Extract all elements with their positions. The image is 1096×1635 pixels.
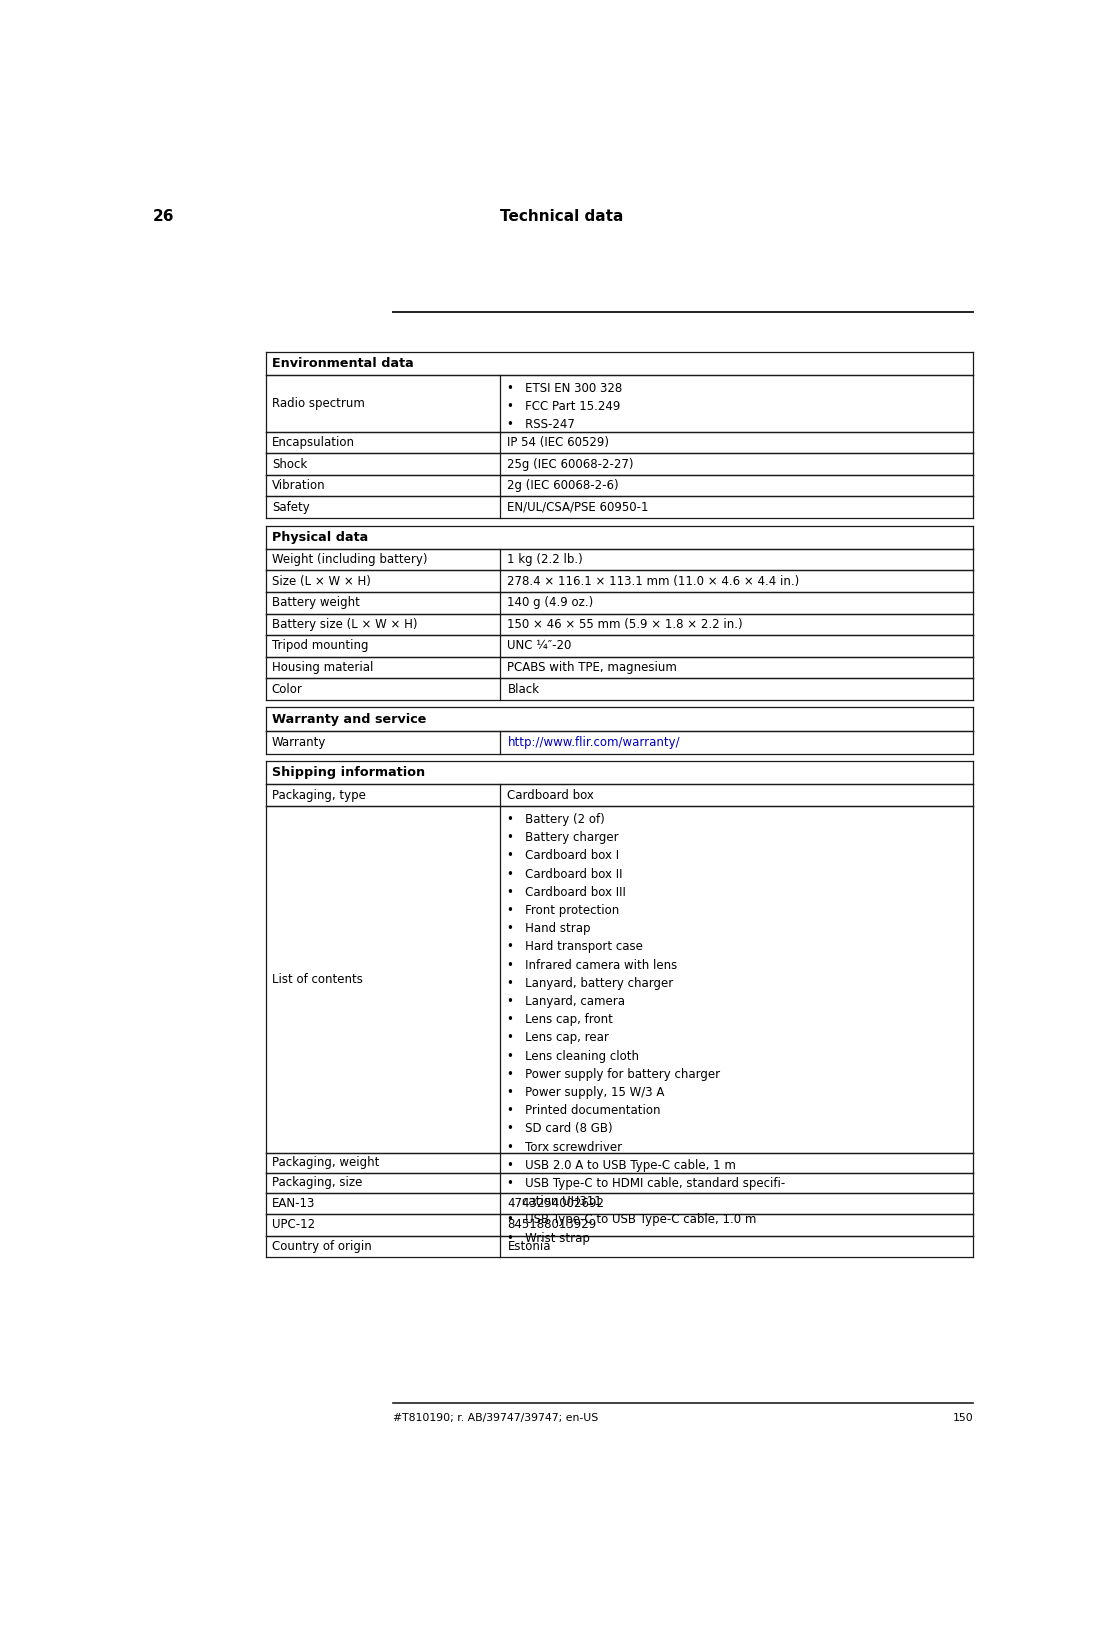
Text: Color: Color — [272, 682, 302, 695]
Text: •   Battery (2 of)
•   Battery charger
•   Cardboard box I
•   Cardboard box II
: • Battery (2 of) • Battery charger • Car… — [507, 813, 786, 1244]
Text: List of contents: List of contents — [272, 973, 363, 986]
Text: Battery weight: Battery weight — [272, 597, 359, 610]
Text: Safety: Safety — [272, 500, 309, 513]
Text: Packaging, weight: Packaging, weight — [272, 1156, 379, 1169]
Text: EAN-13: EAN-13 — [272, 1197, 316, 1210]
Text: Weight (including battery): Weight (including battery) — [272, 553, 427, 566]
Text: UNC ¼″-20: UNC ¼″-20 — [507, 639, 572, 652]
Text: Estonia: Estonia — [507, 1239, 551, 1252]
Text: http://www.flir.com/warranty/: http://www.flir.com/warranty/ — [507, 736, 681, 749]
Text: Battery size (L × W × H): Battery size (L × W × H) — [272, 618, 418, 631]
Text: #T810190; r. AB/39747/39747; en-US: #T810190; r. AB/39747/39747; en-US — [392, 1413, 598, 1422]
Text: 150 × 46 × 55 mm (5.9 × 1.8 × 2.2 in.): 150 × 46 × 55 mm (5.9 × 1.8 × 2.2 in.) — [507, 618, 743, 631]
Text: 2g (IEC 60068-2-6): 2g (IEC 60068-2-6) — [507, 479, 619, 492]
Text: 25g (IEC 60068-2-27): 25g (IEC 60068-2-27) — [507, 458, 633, 471]
Text: Vibration: Vibration — [272, 479, 326, 492]
Text: Tripod mounting: Tripod mounting — [272, 639, 368, 652]
Text: Packaging, type: Packaging, type — [272, 788, 366, 801]
Text: Encapsulation: Encapsulation — [272, 437, 355, 450]
Text: Size (L × W × H): Size (L × W × H) — [272, 574, 370, 587]
Text: Warranty and service: Warranty and service — [272, 713, 426, 726]
Text: EN/UL/CSA/PSE 60950-1: EN/UL/CSA/PSE 60950-1 — [507, 500, 649, 513]
Text: Technical data: Technical data — [500, 209, 624, 224]
Text: Physical data: Physical data — [272, 531, 368, 544]
Text: 1 kg (2.2 lb.): 1 kg (2.2 lb.) — [507, 553, 583, 566]
Text: 150: 150 — [952, 1413, 973, 1422]
Text: 4743254002692: 4743254002692 — [507, 1197, 605, 1210]
Text: Environmental data: Environmental data — [272, 356, 413, 370]
Text: Shock: Shock — [272, 458, 307, 471]
Text: IP 54 (IEC 60529): IP 54 (IEC 60529) — [507, 437, 609, 450]
Text: 278.4 × 116.1 × 113.1 mm (11.0 × 4.6 × 4.4 in.): 278.4 × 116.1 × 113.1 mm (11.0 × 4.6 × 4… — [507, 574, 800, 587]
Text: Housing material: Housing material — [272, 661, 374, 674]
Text: Radio spectrum: Radio spectrum — [272, 397, 365, 410]
Text: •   ETSI EN 300 328
•   FCC Part 15.249
•   RSS-247: • ETSI EN 300 328 • FCC Part 15.249 • RS… — [507, 381, 623, 432]
Text: Shipping information: Shipping information — [272, 767, 425, 780]
Text: 26: 26 — [152, 209, 174, 224]
Text: PCABS with TPE, magnesium: PCABS with TPE, magnesium — [507, 661, 677, 674]
Text: Black: Black — [507, 682, 539, 695]
Text: Country of origin: Country of origin — [272, 1239, 372, 1252]
Text: Cardboard box: Cardboard box — [507, 788, 594, 801]
Text: Packaging, size: Packaging, size — [272, 1176, 362, 1189]
Text: UPC-12: UPC-12 — [272, 1218, 315, 1231]
Text: 140 g (4.9 oz.): 140 g (4.9 oz.) — [507, 597, 594, 610]
Text: Warranty: Warranty — [272, 736, 327, 749]
Text: 845188013929: 845188013929 — [507, 1218, 596, 1231]
